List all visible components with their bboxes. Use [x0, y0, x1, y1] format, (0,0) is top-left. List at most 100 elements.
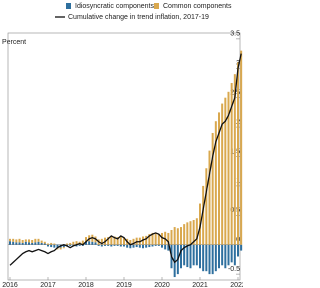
bar	[148, 234, 151, 245]
bar	[237, 244, 239, 257]
bar	[37, 238, 40, 242]
x-tick-label: 2018	[78, 282, 94, 288]
bar	[81, 240, 84, 245]
bar	[53, 244, 56, 248]
x-tick-label: 2022	[230, 282, 243, 288]
bar	[227, 91, 230, 245]
bar	[180, 244, 182, 269]
bar	[66, 243, 68, 245]
bar	[21, 240, 24, 243]
bar	[151, 232, 154, 245]
bar	[47, 243, 49, 245]
bar	[199, 244, 201, 269]
bar	[129, 240, 132, 245]
legend-swatch	[66, 3, 71, 9]
x-tick-label: 2016	[2, 282, 18, 288]
bar	[237, 62, 239, 245]
bar	[15, 239, 18, 243]
bar	[151, 244, 154, 247]
legend-label: Cumulative change in trend inflation, 20…	[68, 14, 209, 21]
bar	[75, 244, 78, 247]
bar	[123, 244, 125, 247]
bar	[12, 238, 15, 242]
bar	[157, 244, 160, 246]
bar	[34, 238, 37, 243]
bar	[107, 237, 110, 245]
bar	[227, 244, 230, 266]
bar	[176, 228, 179, 245]
bar	[218, 112, 220, 245]
bar	[43, 241, 46, 244]
bar	[145, 244, 148, 248]
bar	[91, 241, 94, 245]
y-tick-label: -0.5	[228, 266, 240, 273]
bar	[9, 241, 11, 245]
bar	[180, 227, 182, 245]
bar	[138, 244, 141, 248]
bar	[202, 244, 205, 272]
bar	[145, 235, 148, 245]
bar	[85, 241, 87, 245]
bar	[18, 238, 21, 243]
bar	[88, 241, 91, 245]
bar	[69, 242, 72, 245]
bar	[214, 121, 217, 245]
bar	[132, 244, 135, 248]
bar	[211, 132, 214, 245]
bar	[104, 244, 106, 246]
bar	[154, 232, 157, 245]
bar	[167, 244, 170, 251]
bar	[56, 244, 59, 249]
bar	[56, 248, 59, 250]
bar	[202, 185, 205, 245]
bar	[94, 242, 97, 245]
bar	[75, 241, 78, 245]
bar	[69, 244, 72, 246]
bar	[208, 244, 211, 275]
bar	[110, 244, 113, 247]
bar	[21, 242, 24, 245]
bar	[53, 243, 56, 245]
bar	[12, 241, 15, 245]
bar	[240, 50, 243, 245]
legend-label: Common components	[163, 3, 232, 10]
bar	[28, 239, 30, 243]
bar	[221, 244, 224, 266]
bar	[148, 244, 151, 248]
bar	[31, 240, 34, 243]
legend-label: Idiosyncratic components	[75, 3, 154, 10]
bar	[157, 234, 160, 245]
bar	[40, 240, 43, 243]
bar	[85, 237, 87, 242]
bar	[126, 244, 129, 248]
bar	[116, 237, 119, 245]
bar	[50, 242, 53, 245]
bar	[59, 247, 62, 250]
bar	[24, 241, 27, 245]
bar	[72, 241, 75, 245]
bar	[47, 244, 49, 247]
bar	[208, 150, 211, 245]
bar	[31, 242, 34, 245]
bar	[15, 242, 18, 245]
bar	[186, 222, 189, 245]
bar	[113, 244, 116, 246]
bar	[142, 244, 144, 249]
bar	[116, 244, 119, 246]
bar	[161, 232, 163, 245]
bar	[186, 244, 189, 268]
bar	[43, 243, 46, 245]
bar	[195, 244, 198, 266]
x-tick-label: 2019	[116, 282, 132, 288]
bar	[192, 220, 195, 245]
bar	[233, 244, 236, 266]
bar	[189, 221, 192, 245]
bar	[24, 239, 27, 242]
bar	[183, 224, 186, 245]
bar	[230, 82, 233, 245]
bar	[195, 218, 198, 245]
bar	[173, 227, 176, 245]
x-tick-label: 2020	[154, 282, 170, 288]
bar	[119, 235, 122, 245]
bar	[119, 244, 122, 247]
